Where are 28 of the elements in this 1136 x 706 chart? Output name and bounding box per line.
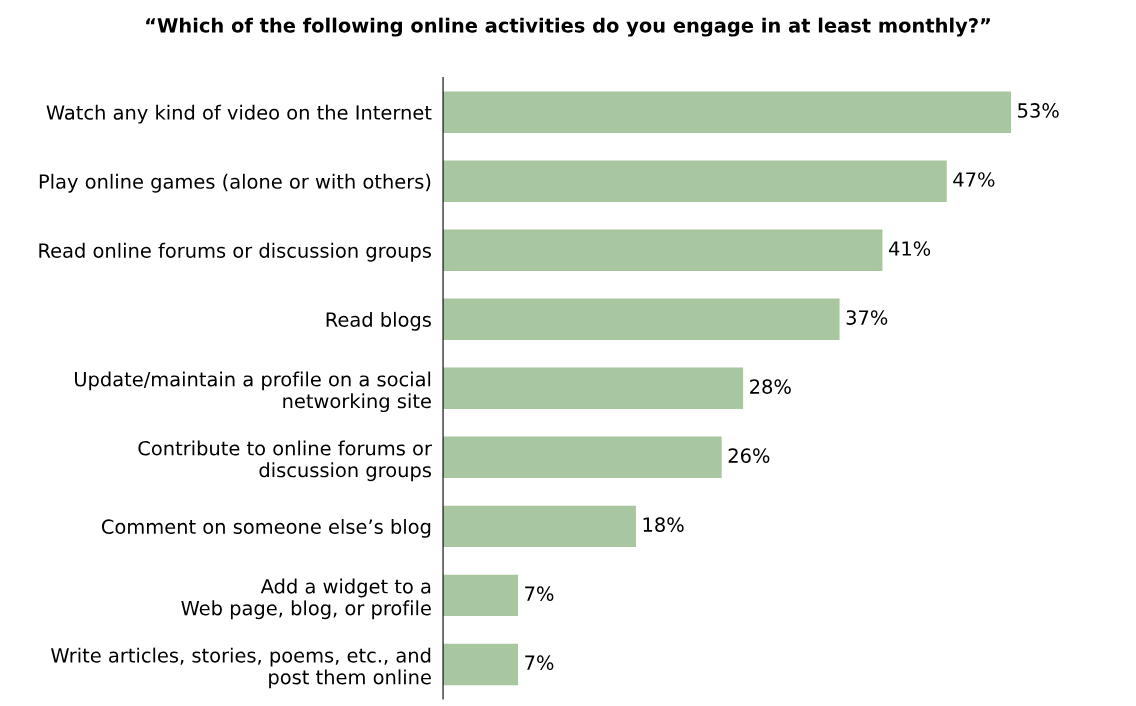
y-tick-label: Add a widget to a Web page, blog, or profile [181,578,431,620]
y-tick-label: Update/maintain a profile on a social networking site [75,371,431,413]
y-tick-label: Comment on someone else’s blog [101,518,431,538]
bar [443,229,883,271]
data-label: 41% [888,241,931,256]
data-label: 47% [953,172,995,187]
bar [443,298,840,340]
bar [443,367,744,410]
data-label: 7% [525,586,554,602]
bar [443,643,519,686]
data-label: 18% [643,517,684,532]
bar [443,505,636,548]
bar [443,160,947,202]
y-tick-label: Read blogs [326,311,431,331]
data-label: 53% [1018,103,1059,118]
data-label: 28% [750,379,791,394]
y-tick-label: Watch any kind of video on the Internet [46,104,432,124]
chart-title: “Which of the following online activities do you engage in at least monthly?” [146,17,990,37]
data-label: 7% [525,655,554,671]
y-tick-label: Read online forums or discussion groups [39,242,431,262]
data-label: 37% [846,310,888,325]
data-label: 26% [728,448,770,463]
y-tick-label: Contribute to online forums or discussion groups [138,440,432,482]
bar [443,436,722,479]
y-tick-label: Write articles, stories, poems, etc., and post them online [51,647,431,689]
y-tick-label: Play online games (alone or with others) [39,173,431,193]
bar [443,91,1012,133]
bar [443,574,519,617]
